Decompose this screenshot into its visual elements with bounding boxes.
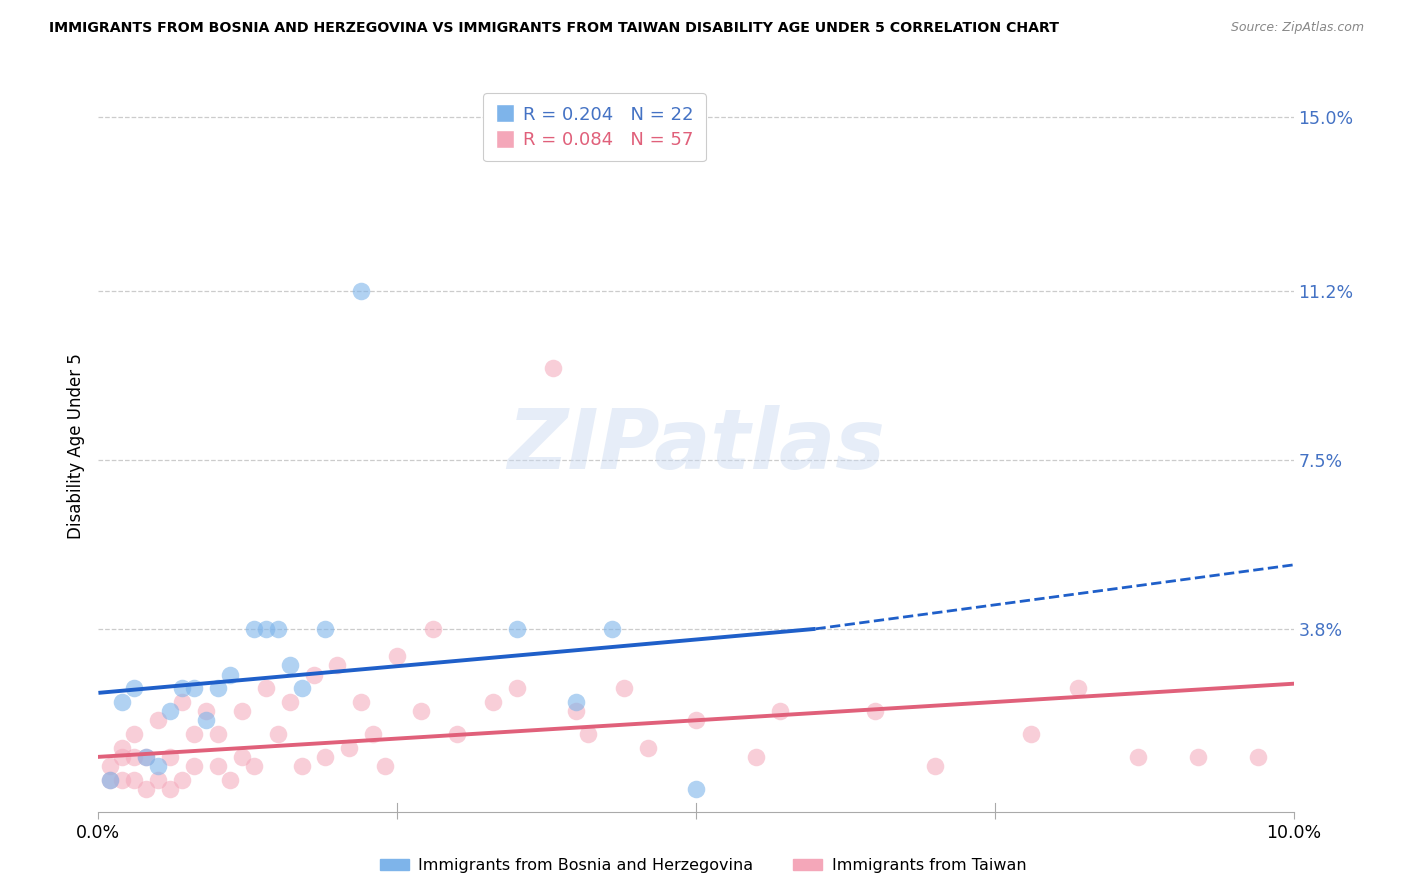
Point — [98, 772, 122, 787]
Point — [350, 284, 373, 298]
Point — [685, 714, 707, 728]
Text: IMMIGRANTS FROM BOSNIA AND HERZEGOVINA VS IMMIGRANTS FROM TAIWAN DISABILITY AGE : IMMIGRANTS FROM BOSNIA AND HERZEGOVINA V… — [49, 21, 1059, 36]
Legend: Immigrants from Bosnia and Herzegovina, Immigrants from Taiwan: Immigrants from Bosnia and Herzegovina, … — [374, 852, 1032, 880]
Point — [302, 667, 325, 681]
Point — [124, 727, 146, 741]
Point — [291, 681, 314, 696]
Point — [172, 772, 194, 787]
Point — [326, 658, 349, 673]
Point — [422, 622, 444, 636]
Point — [207, 727, 229, 741]
Point — [195, 714, 218, 728]
Point — [183, 727, 205, 741]
Point — [506, 681, 529, 696]
Point — [111, 749, 134, 764]
Point — [195, 704, 218, 718]
Point — [159, 704, 181, 718]
Point — [565, 704, 588, 718]
Point — [411, 704, 433, 718]
Text: ZIPatlas: ZIPatlas — [508, 406, 884, 486]
Text: Source: ZipAtlas.com: Source: ZipAtlas.com — [1230, 21, 1364, 35]
Point — [254, 681, 277, 696]
Point — [183, 681, 205, 696]
Point — [135, 749, 157, 764]
Point — [685, 781, 707, 796]
Point — [924, 759, 946, 773]
Point — [98, 772, 122, 787]
Point — [446, 727, 468, 741]
Point — [111, 695, 134, 709]
Point — [124, 772, 146, 787]
Point — [1019, 727, 1042, 741]
Point — [1067, 681, 1090, 696]
Point — [148, 714, 170, 728]
Point — [124, 749, 146, 764]
Point — [578, 727, 600, 741]
Point — [111, 772, 134, 787]
Point — [278, 658, 301, 673]
Point — [231, 704, 253, 718]
Point — [172, 695, 194, 709]
Point — [1128, 749, 1150, 764]
Point — [148, 759, 170, 773]
Point — [278, 695, 301, 709]
Point — [219, 772, 242, 787]
Point — [183, 759, 205, 773]
Point — [865, 704, 887, 718]
Point — [243, 759, 266, 773]
Point — [207, 681, 229, 696]
Point — [267, 727, 290, 741]
Point — [219, 667, 242, 681]
Legend: R = 0.204   N = 22, R = 0.084   N = 57: R = 0.204 N = 22, R = 0.084 N = 57 — [482, 93, 706, 161]
Point — [769, 704, 792, 718]
Point — [148, 772, 170, 787]
Point — [506, 622, 529, 636]
Point — [135, 749, 157, 764]
Point — [602, 622, 624, 636]
Point — [637, 740, 659, 755]
Point — [231, 749, 253, 764]
Point — [243, 622, 266, 636]
Point — [374, 759, 396, 773]
Point — [1187, 749, 1209, 764]
Point — [207, 759, 229, 773]
Point — [350, 695, 373, 709]
Point — [135, 781, 157, 796]
Point — [745, 749, 768, 764]
Point — [124, 681, 146, 696]
Point — [363, 727, 385, 741]
Point — [291, 759, 314, 773]
Point — [159, 749, 181, 764]
Point — [315, 622, 337, 636]
Point — [159, 781, 181, 796]
Point — [385, 649, 409, 664]
Point — [267, 622, 290, 636]
Point — [339, 740, 361, 755]
Point — [111, 740, 134, 755]
Point — [565, 695, 588, 709]
Point — [541, 361, 564, 376]
Point — [315, 749, 337, 764]
Point — [613, 681, 636, 696]
Y-axis label: Disability Age Under 5: Disability Age Under 5 — [66, 353, 84, 539]
Point — [254, 622, 277, 636]
Point — [1247, 749, 1270, 764]
Point — [172, 681, 194, 696]
Point — [98, 759, 122, 773]
Point — [482, 695, 505, 709]
